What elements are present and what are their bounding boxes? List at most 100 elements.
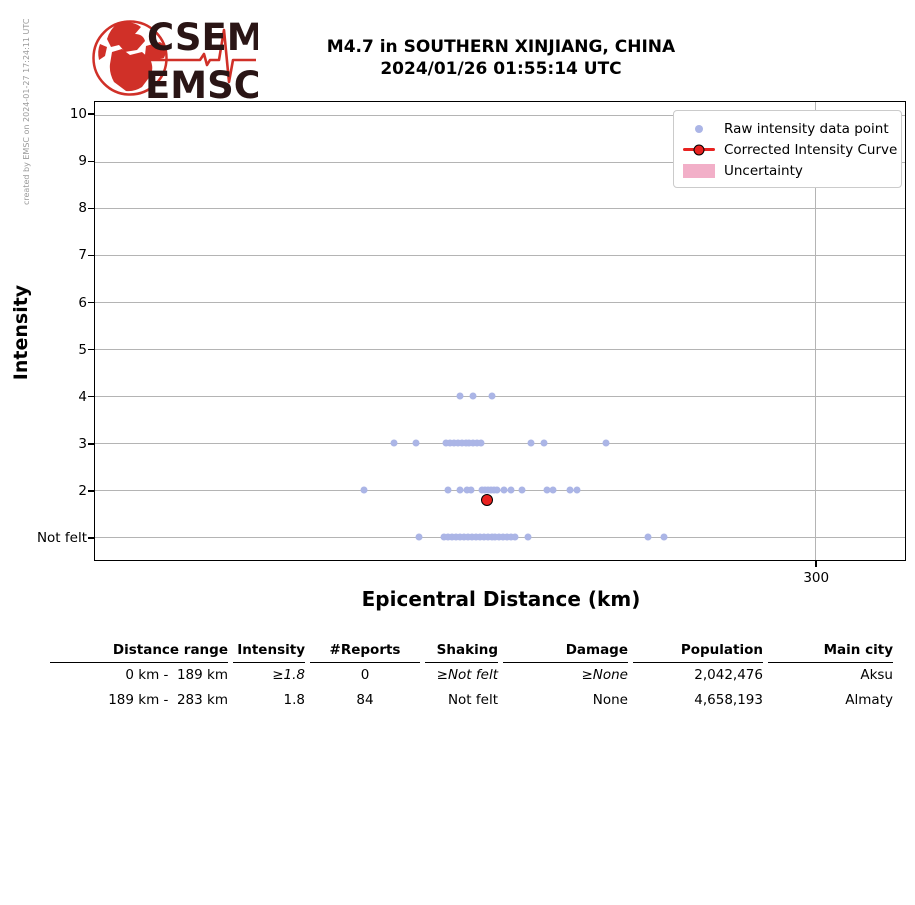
legend-item-uncertainty: Uncertainty [682,160,893,181]
impact-table: Distance range Intensity #Reports Shaking Da… [50,641,893,713]
raw-data-point [566,486,574,494]
corrected-intensity-point [481,493,494,506]
raw-data-point [469,392,477,400]
legend-label-uncertainty: Uncertainty [724,162,803,179]
y-tick-label: 8 [78,200,87,217]
table-cell: ≥1.8 [272,667,305,683]
credit-text: created by EMSC on 2024-01-27 17:24:11 U… [22,18,31,205]
table-header-cell: Distance range [50,641,228,663]
table-cell: Not felt [447,692,498,708]
raw-data-point [444,533,452,541]
y-tick-mark [88,395,94,398]
raw-data-point [549,486,557,494]
raw-data-point [540,439,548,447]
raw-data-point [467,486,475,494]
raw-data-point [476,533,484,541]
table-cell: 0 km - 189 km [125,667,228,683]
table-header-cell: #Reports [310,641,420,663]
table-header-cell: Intensity [233,641,305,663]
table-row: 0 km - 189 km ≥1.8 0 ≥Not felt ≥None 2,042,47… [50,663,893,688]
uncertainty-patch-icon [682,163,716,178]
plot-legend: Raw intensity data point Corrected Inten… [673,110,902,188]
raw-data-point [458,439,466,447]
gridline-horizontal [95,161,905,163]
raw-data-point [473,439,481,447]
y-tick-mark [88,207,94,210]
raw-data-point [412,439,420,447]
raw-data-point [503,533,511,541]
y-tick-label: 7 [78,247,87,264]
raw-data-point [468,533,476,541]
y-tick-mark [88,301,94,304]
table-header-cell: Main city [768,641,893,663]
seismogram-icon [148,28,256,84]
raw-data-point [446,439,454,447]
raw-point-icon [682,124,716,133]
table-cell: 2,042,476 [694,667,763,683]
raw-data-point [450,439,458,447]
x-axis-label: Epicentral Distance (km) [361,587,641,611]
table-header-cell: Population [633,641,763,663]
table-cell: ≥None [581,667,628,683]
y-tick-mark [88,113,94,115]
gridline-horizontal [95,255,905,257]
raw-data-point [499,533,507,541]
y-tick-mark [88,348,94,351]
raw-data-point [456,533,464,541]
table-cell: 84 [356,692,374,708]
x-tick-mark [815,561,817,567]
raw-data-point [465,439,473,447]
table-cell: Aksu [860,667,893,683]
raw-data-point [456,486,464,494]
raw-data-point [500,486,508,494]
raw-data-point [463,486,471,494]
table-cell: Almaty [845,692,893,708]
y-tick-label: Not felt [36,529,87,546]
gridline-horizontal [95,114,905,116]
globe-icon: CSEM EMSC [92,16,264,107]
y-tick-mark [88,160,94,163]
page-title: M4.7 in SOUTHERN XINJIANG, CHINA 2024/01… [250,36,752,80]
raw-data-point [452,533,460,541]
table-cell: 4,658,193 [694,692,763,708]
raw-data-point [415,533,423,541]
table-cell: 0 [360,667,370,683]
y-tick-label: 3 [78,435,87,452]
corrected-curve-icon [682,144,716,155]
raw-data-point [484,533,492,541]
raw-data-point [454,439,462,447]
table-header-cell: Shaking [425,641,498,663]
raw-data-point [464,533,472,541]
y-tick-label: 10 [69,106,87,123]
raw-data-point [444,486,452,494]
logo-emsc-text: EMSC [145,64,258,105]
gridline-horizontal [95,442,905,444]
gridline-horizontal [95,395,905,397]
raw-data-point [543,486,551,494]
raw-data-point [507,533,515,541]
y-tick-label: 4 [78,388,87,405]
table-header-row: Distance range Intensity #Reports Shaking Da… [50,641,893,663]
raw-data-point [495,533,503,541]
event-datetime: 2024/01/26 01:55:14 UTC [380,59,622,79]
legend-item-raw: Raw intensity data point [682,118,893,139]
raw-data-point [518,486,526,494]
raw-data-point [360,486,368,494]
raw-data-point [573,486,581,494]
raw-data-point [644,533,652,541]
y-tick-label: 5 [78,341,87,358]
raw-data-point [491,533,499,541]
gridline-horizontal [95,349,905,351]
raw-data-point [448,533,456,541]
y-tick-label: 2 [78,482,87,499]
gridline-vertical [814,102,816,560]
gridline-horizontal [95,208,905,210]
raw-data-point [511,533,519,541]
table-cell: 1.8 [283,692,305,708]
raw-data-point [660,533,668,541]
table-header-cell: Damage [503,641,628,663]
y-tick-mark [88,490,94,492]
raw-data-point [456,392,464,400]
raw-data-point [507,486,515,494]
